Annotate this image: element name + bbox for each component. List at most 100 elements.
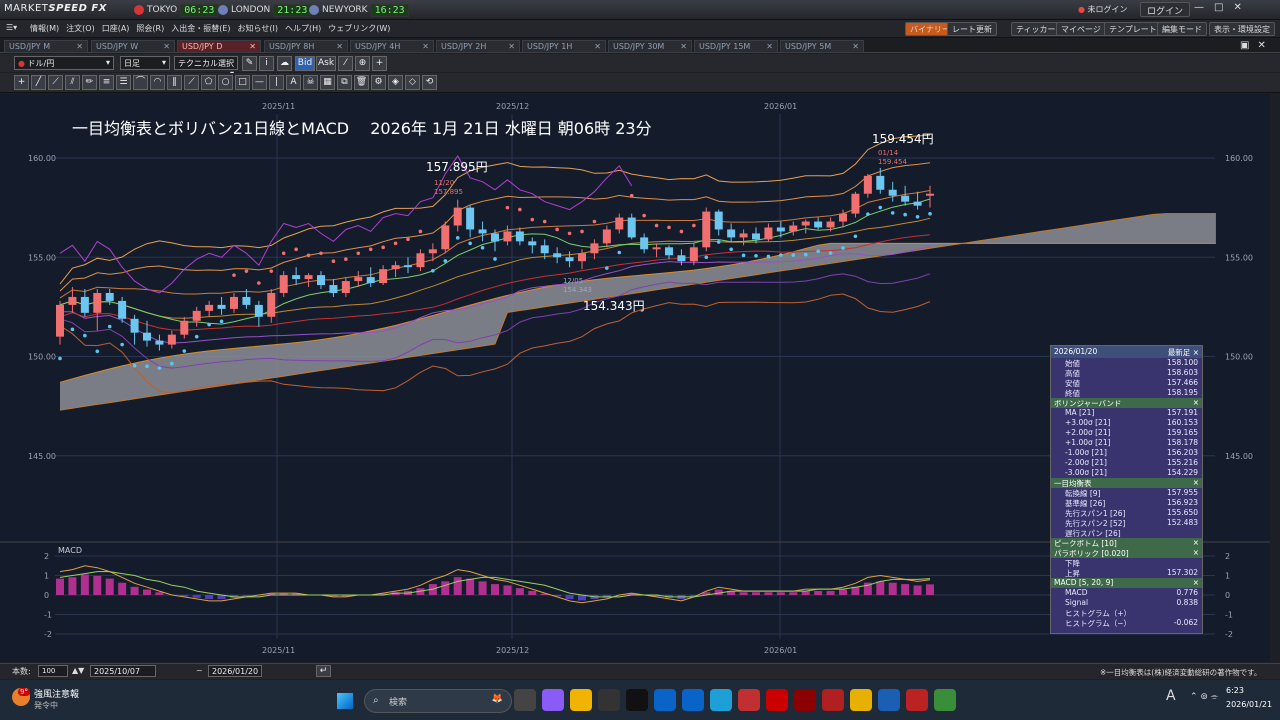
minimize-icon[interactable]: — (1194, 2, 1204, 13)
close-icon[interactable]: × (1192, 578, 1199, 587)
close-icon[interactable]: ✕ (852, 42, 859, 51)
tab-usdjpy-30m[interactable]: USD/JPY 30M ✕ (608, 40, 692, 53)
fan-icon[interactable]: ⌒ (133, 75, 148, 90)
close-icon[interactable]: ✕ (1257, 40, 1266, 51)
close-icon[interactable]: ✕ (766, 42, 773, 51)
gann-icon[interactable]: ⟋ (184, 75, 199, 90)
chrome-icon[interactable] (850, 689, 872, 711)
start-icon[interactable] (337, 693, 353, 709)
refresh-icon[interactable]: ⟲ (422, 75, 437, 90)
explorer-icon[interactable] (570, 689, 592, 711)
outlook-icon[interactable] (654, 689, 676, 711)
crosshair-icon[interactable]: + (14, 75, 29, 90)
marketspeed-icon[interactable] (906, 689, 928, 711)
rate-update-button[interactable]: レート更新 (947, 22, 997, 36)
trading-icon[interactable] (794, 689, 816, 711)
close-icon[interactable]: × (1192, 538, 1199, 547)
close-icon[interactable]: ✕ (249, 42, 256, 51)
close-icon[interactable]: × (1192, 478, 1199, 487)
grid-icon[interactable]: ▦ (320, 75, 335, 90)
tag-icon[interactable]: ◇ (405, 75, 420, 90)
close-icon[interactable]: × (1192, 548, 1199, 557)
menu-weblink[interactable]: ウェブリンク(W) (328, 24, 391, 33)
circle-icon[interactable]: ○ (218, 75, 233, 90)
app-icon[interactable] (626, 689, 648, 711)
dell-icon[interactable] (682, 689, 704, 711)
arc-icon[interactable]: ◠ (150, 75, 165, 90)
menu-account[interactable]: 口座(A) (101, 24, 130, 33)
skull-icon[interactable]: ☠ (303, 75, 318, 90)
tab-usdjpy-5m[interactable]: USD/JPY 5M ✕ (780, 40, 864, 53)
ticker-button[interactable]: ティッカー (1011, 22, 1061, 36)
close-icon[interactable]: × (1192, 348, 1199, 357)
ime-icon[interactable]: A (1166, 688, 1176, 704)
link-icon[interactable]: ⊕ (355, 56, 370, 71)
bid-button[interactable]: Bid (295, 56, 315, 71)
trash-icon[interactable]: 🗑 (354, 75, 369, 90)
close-icon[interactable]: ✕ (422, 42, 429, 51)
hline-icon[interactable]: ≡ (99, 75, 114, 90)
login-button[interactable]: ログイン (1140, 2, 1191, 17)
maximize-icon[interactable]: □ (1214, 2, 1224, 13)
menu-notice[interactable]: お知らせ(I) (237, 24, 278, 33)
rect-icon[interactable]: □ (235, 75, 250, 90)
mail-icon[interactable] (738, 689, 760, 711)
vline2-icon[interactable]: | (269, 75, 284, 90)
copy-icon[interactable]: ⧉ (337, 75, 352, 90)
zoom-in-icon[interactable]: + (372, 56, 387, 71)
pair-select[interactable]: ● ドル/円 ▾ (14, 56, 114, 70)
menu-order[interactable]: 注文(O) (66, 24, 95, 33)
close-icon[interactable]: × (1192, 398, 1199, 407)
tab-usdjpy-d[interactable]: USD/JPY D ✕ (177, 40, 261, 53)
window-icon[interactable]: ▣ (1240, 40, 1250, 51)
menu-deposit[interactable]: 入出金・振替(E) (171, 24, 231, 33)
data-window[interactable]: 2026/01/20 最新足 × 始値 158.100 高値 158.603 安値 15… (1050, 345, 1203, 634)
mypage-button[interactable]: マイページ (1056, 22, 1106, 36)
apply-icon[interactable]: ↵ (316, 665, 331, 677)
settings-button[interactable]: 表示・環境設定 (1209, 22, 1275, 36)
tab-usdjpy-15m[interactable]: USD/JPY 15M ✕ (694, 40, 778, 53)
price-chart-svg[interactable]: 160.00 160.00 155.00 155.00 150.00 150.00 145.… (0, 94, 1270, 662)
close-icon[interactable]: ✕ (76, 42, 83, 51)
menu-help[interactable]: ヘルプ(H) (284, 24, 322, 33)
menu-icon[interactable]: ☰▾ (6, 23, 18, 32)
fibo-icon[interactable]: ☰ (116, 75, 131, 90)
tab-usdjpy-8h[interactable]: USD/JPY 8H ✕ (264, 40, 348, 53)
close-icon[interactable]: ✕ (336, 42, 343, 51)
tab-usdjpy-4h[interactable]: USD/JPY 4H ✕ (350, 40, 434, 53)
chart-type-icon[interactable]: ⁄ (338, 56, 353, 71)
tray-icons[interactable]: ⌃ ⊚ ⌯ (1190, 692, 1219, 702)
period-select[interactable]: 日足 ▾ (120, 56, 170, 70)
copilot-icon[interactable] (542, 689, 564, 711)
stepper-icon[interactable]: ▲▼ (72, 666, 85, 675)
tab-usdjpy-1h[interactable]: USD/JPY 1H ✕ (522, 40, 606, 53)
word-icon[interactable] (878, 689, 900, 711)
ray-icon[interactable]: ⟋ (48, 75, 63, 90)
chrome2-icon[interactable] (934, 689, 956, 711)
menu-inquiry[interactable]: 照会(R) (136, 24, 165, 33)
channel-icon[interactable]: ⫽ (65, 75, 80, 90)
close-icon[interactable]: ✕ (680, 42, 687, 51)
close-icon[interactable]: ✕ (594, 42, 601, 51)
eraser-icon[interactable]: ◈ (388, 75, 403, 90)
pencil-icon[interactable]: ✏ (82, 75, 97, 90)
vline-icon[interactable]: ‖ (167, 75, 182, 90)
menu-info[interactable]: 情報(M) (30, 24, 60, 33)
mcafee-icon[interactable] (766, 689, 788, 711)
line-icon[interactable]: — (252, 75, 267, 90)
pen-icon[interactable]: ✎ (242, 56, 257, 71)
close-icon[interactable]: ✕ (508, 42, 515, 51)
info-icon[interactable]: i (259, 56, 274, 71)
template-button[interactable]: テンプレート (1104, 22, 1162, 36)
close-icon[interactable]: ✕ (163, 42, 170, 51)
tech-select[interactable]: テクニカル選択▾ (174, 56, 238, 78)
tab-usdjpy-w[interactable]: USD/JPY W ✕ (91, 40, 175, 53)
trading2-icon[interactable] (822, 689, 844, 711)
taskview-icon[interactable] (514, 689, 536, 711)
count-select[interactable]: 100 (38, 665, 68, 677)
ask-button[interactable]: Ask (316, 56, 336, 71)
edit-mode-button[interactable]: 編集モード (1157, 22, 1207, 36)
text-icon[interactable]: A (286, 75, 301, 90)
pentagon-icon[interactable]: ⬠ (201, 75, 216, 90)
from-date-input[interactable]: 2025/10/07 (90, 665, 156, 677)
